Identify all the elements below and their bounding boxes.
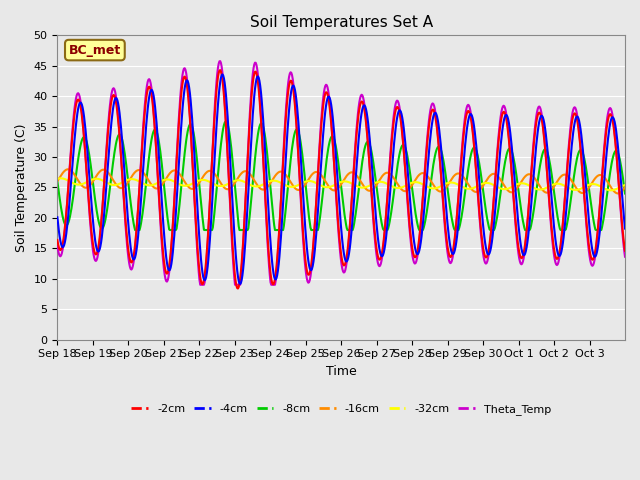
-32cm [225,180,233,186]
-16cm [64,167,72,172]
-4cm [236,281,244,287]
-4cm [219,72,227,77]
-4cm [225,137,233,143]
-8cm [226,133,234,139]
-8cm [254,131,262,137]
Theta_Temp [433,123,441,129]
-8cm [433,145,441,151]
-2cm [276,224,284,229]
-2cm [120,197,128,203]
-4cm [401,139,409,145]
Theta_Temp [254,72,262,78]
-8cm [54,179,61,184]
-16cm [225,186,233,192]
-8cm [120,146,128,152]
-32cm [121,178,129,184]
-2cm [216,67,224,73]
-32cm [275,179,282,185]
-32cm [607,187,615,193]
Line: Theta_Temp: Theta_Temp [58,61,625,285]
Line: -32cm: -32cm [58,179,625,190]
-2cm [225,180,233,186]
-32cm [54,176,61,182]
-8cm [222,119,230,124]
-8cm [131,227,139,233]
-16cm [621,184,629,190]
-16cm [401,188,408,194]
-2cm [401,167,409,172]
Title: Soil Temperatures Set A: Soil Temperatures Set A [250,15,433,30]
X-axis label: Time: Time [326,365,356,378]
-4cm [254,73,262,79]
Text: BC_met: BC_met [68,44,121,57]
-2cm [621,248,629,253]
-8cm [621,191,629,196]
Line: -16cm: -16cm [58,169,625,193]
-8cm [401,144,409,150]
Y-axis label: Soil Temperature (C): Soil Temperature (C) [15,123,28,252]
Line: -4cm: -4cm [58,74,625,284]
Theta_Temp [216,58,224,64]
Theta_Temp [621,254,629,260]
-2cm [54,237,61,243]
Theta_Temp [401,167,409,173]
-32cm [621,182,629,188]
-16cm [54,178,61,184]
-4cm [621,226,629,231]
Legend: -2cm, -4cm, -8cm, -16cm, -32cm, Theta_Temp: -2cm, -4cm, -8cm, -16cm, -32cm, Theta_Te… [127,400,556,420]
-16cm [275,169,282,175]
Theta_Temp [226,199,234,204]
Theta_Temp [54,243,61,249]
Line: -8cm: -8cm [58,121,625,230]
-16cm [253,182,261,188]
-32cm [433,185,440,191]
-4cm [433,114,441,120]
Line: -2cm: -2cm [58,70,625,288]
-4cm [120,162,128,168]
-2cm [254,79,262,85]
-16cm [121,183,129,189]
-4cm [54,215,61,220]
-4cm [276,254,284,260]
Theta_Temp [196,282,204,288]
-16cm [614,191,621,196]
-32cm [401,183,408,189]
Theta_Temp [120,201,128,206]
Theta_Temp [276,226,284,231]
-8cm [276,227,284,233]
-32cm [253,183,261,189]
-32cm [57,176,65,181]
-16cm [433,186,440,192]
-2cm [433,126,441,132]
-2cm [234,286,242,291]
